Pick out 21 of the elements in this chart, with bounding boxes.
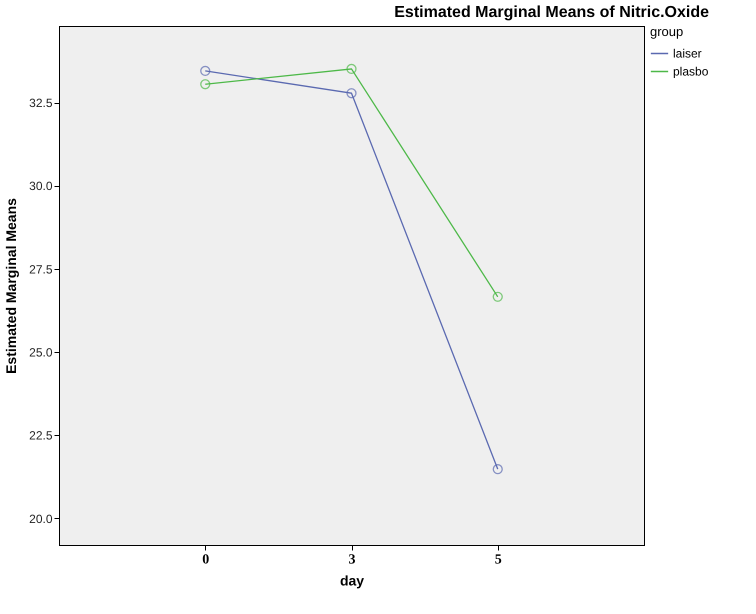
point	[346, 88, 357, 98]
y-tick-label: 32.5	[29, 96, 53, 110]
x-tick-label: 3	[348, 552, 356, 568]
y-tick-label: 27.5	[29, 262, 53, 276]
point	[200, 66, 210, 76]
point	[346, 64, 357, 74]
point	[200, 79, 210, 90]
chart-title: Estimated Marginal Means of Nitric.Oxide	[394, 4, 710, 21]
y-axis-title: Estimated Marginal Means	[3, 198, 20, 374]
y-tick-label: 22.5	[29, 428, 53, 443]
point	[492, 464, 503, 474]
legend-label: laiser	[673, 46, 702, 60]
x-tick-label: 0	[202, 552, 210, 568]
x-axis-title: day	[340, 572, 364, 588]
legend-title: group	[650, 24, 684, 39]
y-tick-label: 25.0	[29, 346, 53, 360]
legend-label: plasbo	[673, 64, 709, 78]
x-tick-label: 5	[494, 552, 502, 568]
point	[492, 292, 503, 302]
y-tick-label: 30.0	[29, 179, 53, 194]
y-tick-label: 20.0	[29, 512, 53, 526]
